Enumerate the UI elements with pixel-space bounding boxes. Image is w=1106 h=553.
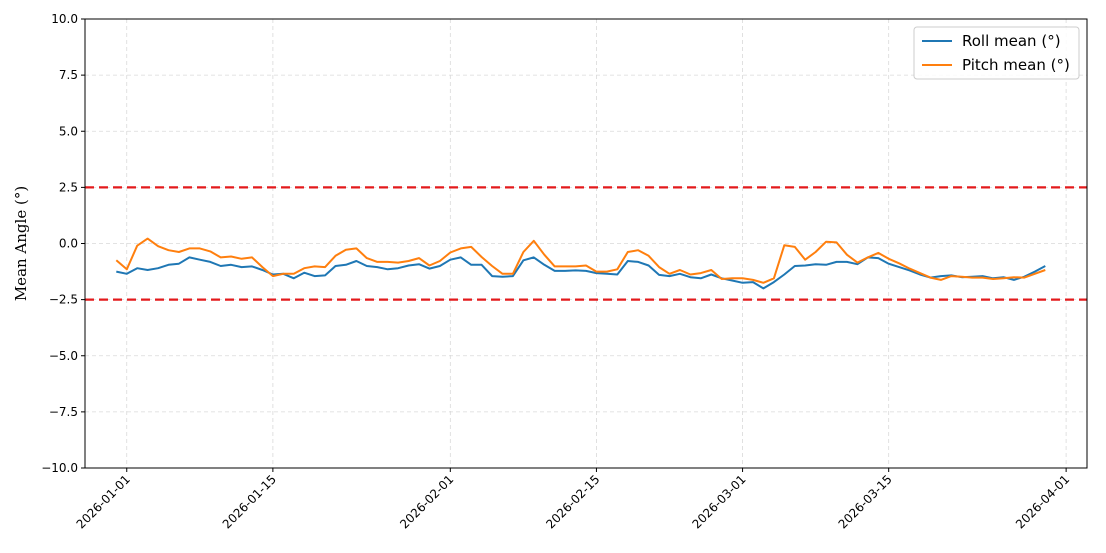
legend-box bbox=[913, 26, 1080, 80]
series-lines bbox=[115, 237, 1046, 290]
y-tick-label: 7.5 bbox=[59, 68, 78, 82]
y-axis-label: Mean Angle (°) bbox=[12, 186, 30, 301]
x-tick-label: 2026-04-01 bbox=[1013, 472, 1072, 531]
y-axis-ticks: 10.0 7.5 5.0 2.5 0.0 −2.5 −5.0 −7.5 −10.0 bbox=[41, 12, 85, 475]
reference-lines bbox=[85, 186, 1087, 301]
x-tick-label: 2026-01-15 bbox=[220, 472, 279, 531]
x-axis-ticks: 2026-01-01 2026-01-15 2026-02-01 2026-02-15… bbox=[74, 468, 1072, 531]
legend-label: Pitch mean (°) bbox=[962, 56, 1070, 74]
y-tick-label: 2.5 bbox=[59, 180, 78, 194]
y-tick-label: 5.0 bbox=[59, 124, 78, 138]
y-tick-label: −10.0 bbox=[41, 461, 78, 475]
y-tick-label: 0.0 bbox=[59, 237, 78, 251]
y-tick-label: −5.0 bbox=[49, 349, 78, 363]
y-tick-label: 10.0 bbox=[51, 12, 78, 26]
y-tick-label: −2.5 bbox=[49, 293, 78, 307]
legend: Roll mean (°) Pitch mean (°) bbox=[913, 26, 1080, 80]
series-line-pitch bbox=[115, 237, 1046, 284]
x-tick-label: 2026-03-01 bbox=[689, 472, 748, 531]
y-tick-label: −7.5 bbox=[49, 405, 78, 419]
x-tick-label: 2026-02-01 bbox=[397, 472, 456, 531]
x-tick-label: 2026-02-15 bbox=[543, 472, 602, 531]
x-tick-label: 2026-01-01 bbox=[74, 472, 133, 531]
grid-lines bbox=[85, 18, 1087, 469]
x-tick-label: 2026-03-15 bbox=[836, 472, 895, 531]
legend-label: Roll mean (°) bbox=[962, 32, 1061, 50]
